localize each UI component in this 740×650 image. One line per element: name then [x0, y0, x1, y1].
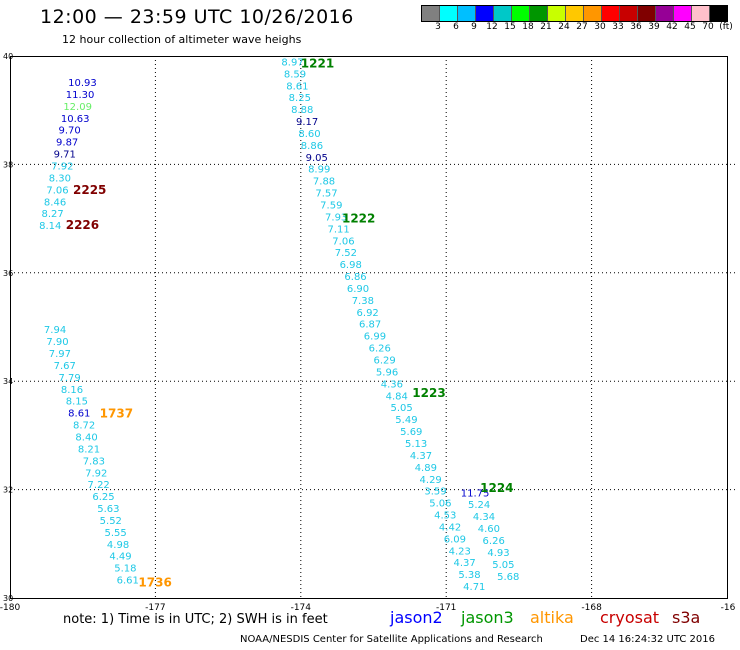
satellite-legend-item: s3a [672, 608, 700, 627]
lon-tick-label: -168 [581, 603, 602, 613]
map-page: 12:00 — 23:59 UTC 10/26/2016 12 hour col… [0, 0, 740, 650]
lon-tick-label: -180 [0, 603, 20, 613]
generated-timestamp: Dec 14 16:24:32 UTC 2016 [580, 634, 715, 645]
satellite-legend-item: cryosat [600, 608, 659, 627]
satellite-legend-item: jason3 [461, 608, 514, 627]
map-frame [10, 56, 728, 599]
lon-tick-label: -16 [721, 603, 736, 613]
credit-text: NOAA/NESDIS Center for Satellite Applica… [240, 634, 543, 645]
satellite-legend-item: altika [530, 608, 574, 627]
footer-note: note: 1) Time is in UTC; 2) SWH is in fe… [63, 612, 328, 627]
satellite-legend-item: jason2 [390, 608, 443, 627]
